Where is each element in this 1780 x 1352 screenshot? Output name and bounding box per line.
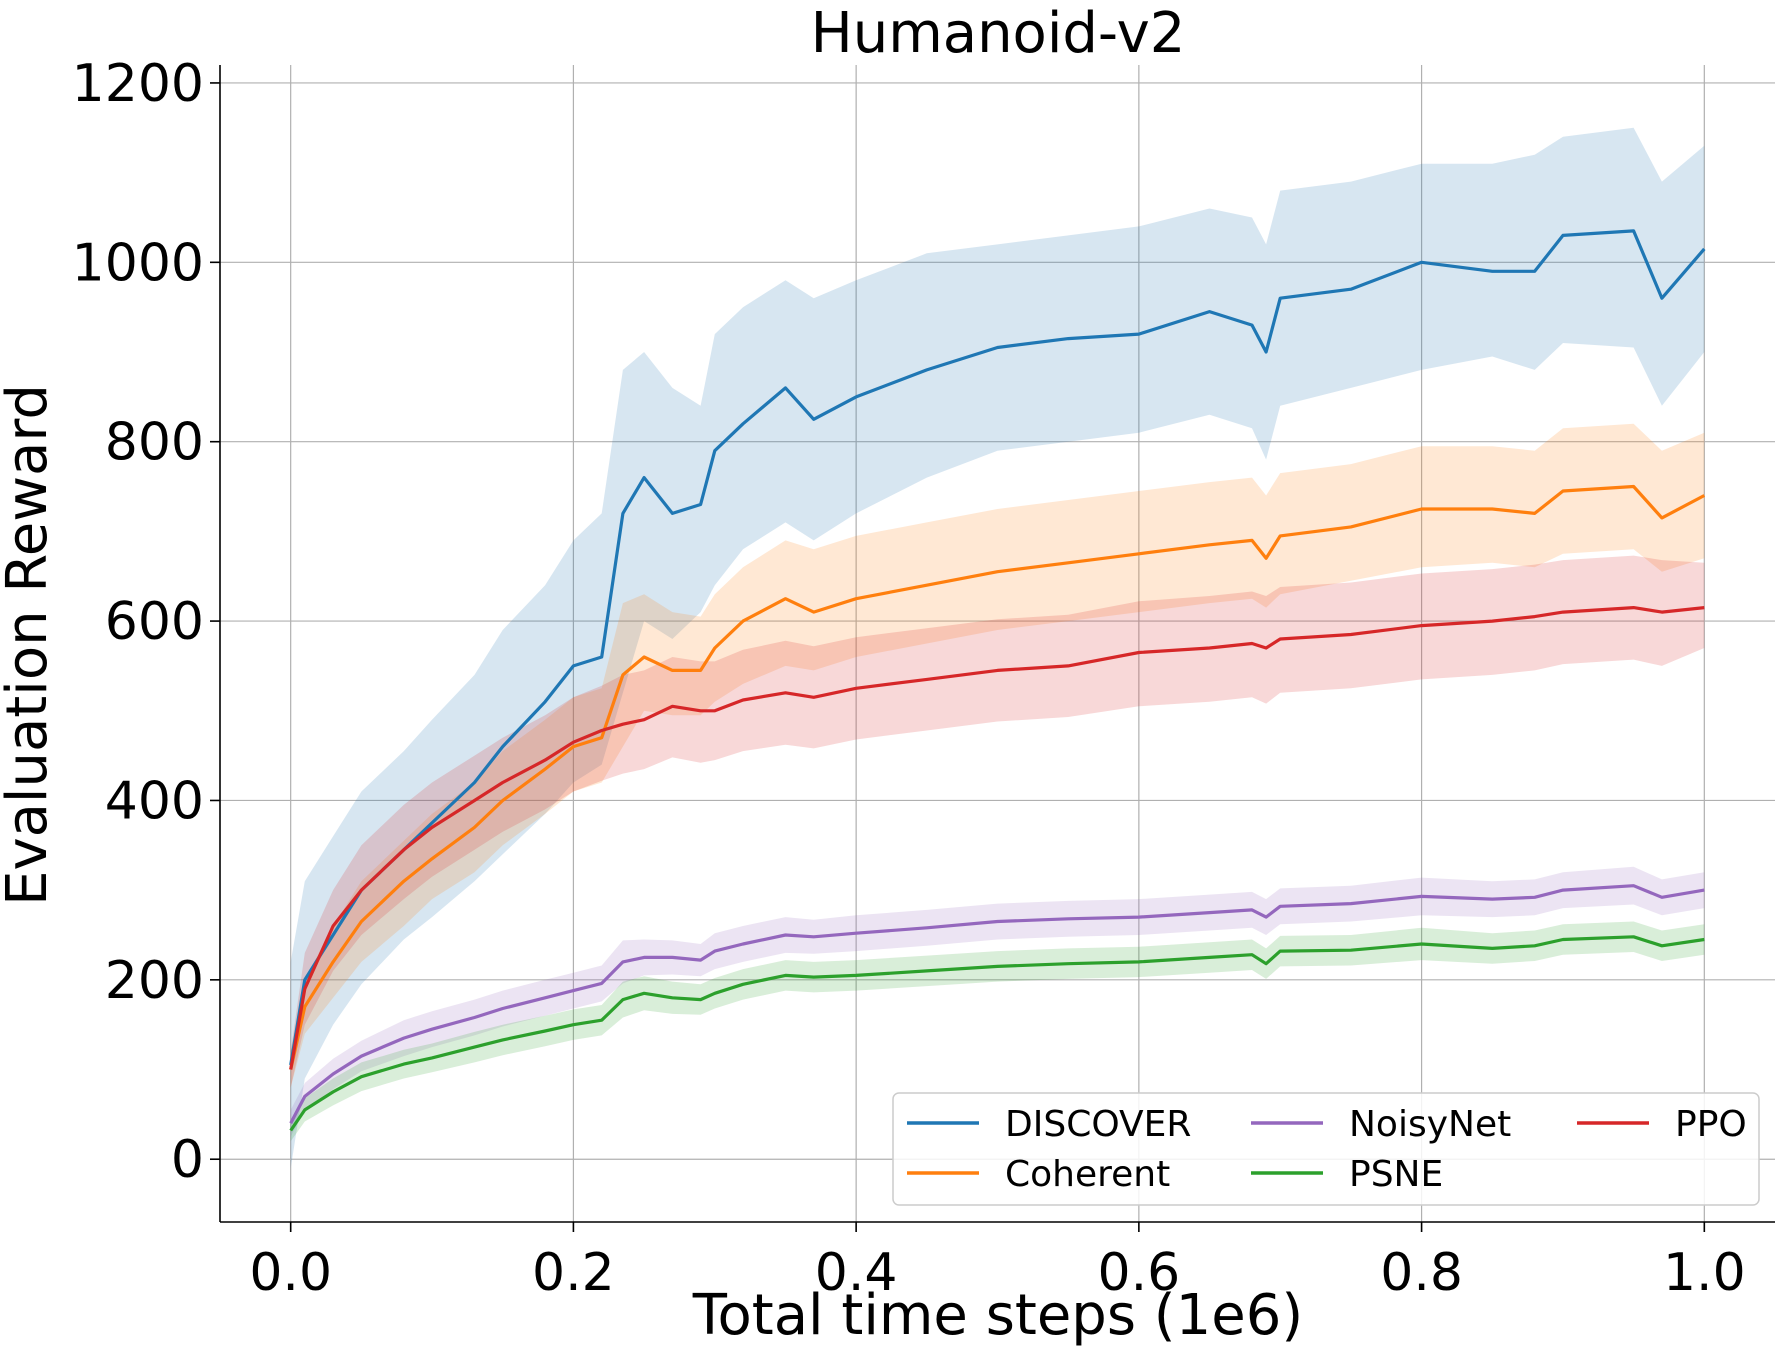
grid [220,65,1775,1222]
x-tick-label: 0.8 [1380,1243,1463,1303]
axes [210,65,1775,1232]
x-tick-label: 1.0 [1663,1243,1746,1303]
psne-line [289,935,1705,1132]
y-tick-label: 600 [105,592,204,652]
legend-label-noisynet: NoisyNet [1349,1104,1511,1145]
y-tick-label: 1000 [72,233,204,293]
discover-line [289,229,1706,1066]
y-tick-label: 400 [105,771,204,831]
y-tick-label: 1200 [72,54,204,114]
series-lines [289,229,1706,1132]
psne-band [290,921,1705,1142]
ppo-band [290,555,1705,1088]
y-axis-title: Evaluation Reward [0,384,60,906]
x-tick-label: 0.2 [532,1243,615,1303]
coherent-line [289,484,1706,1070]
chart-title: Humanoid-v2 [811,1,1186,66]
legend-label-ppo: PPO [1675,1104,1747,1145]
x-axis-title: Total time steps (1e6) [692,1283,1303,1348]
legend-label-psne: PSNE [1349,1154,1443,1195]
noisynet-line [289,884,1705,1125]
legend: DISCOVER Coherent NoisyNet PSNE PPO [892,1092,1760,1206]
legend-label-discover: DISCOVER [1005,1104,1191,1145]
legend-box [892,1092,1760,1206]
x-tick-label: 0.6 [1098,1243,1181,1303]
y-tick-label: 200 [105,951,204,1011]
y-tick-label: 800 [105,413,204,473]
discover-band [290,127,1705,1169]
ppo-line [289,606,1705,1070]
x-tick-label: 0.0 [249,1243,332,1303]
legend-label-coherent: Coherent [1005,1154,1170,1195]
x-tick-label: 0.4 [815,1243,898,1303]
tick-labels: 0.0 0.2 0.4 0.6 0.8 1.0 0 200 400 600 800 1000 1200 [72,54,1746,1303]
y-tick-label: 0 [171,1130,204,1190]
